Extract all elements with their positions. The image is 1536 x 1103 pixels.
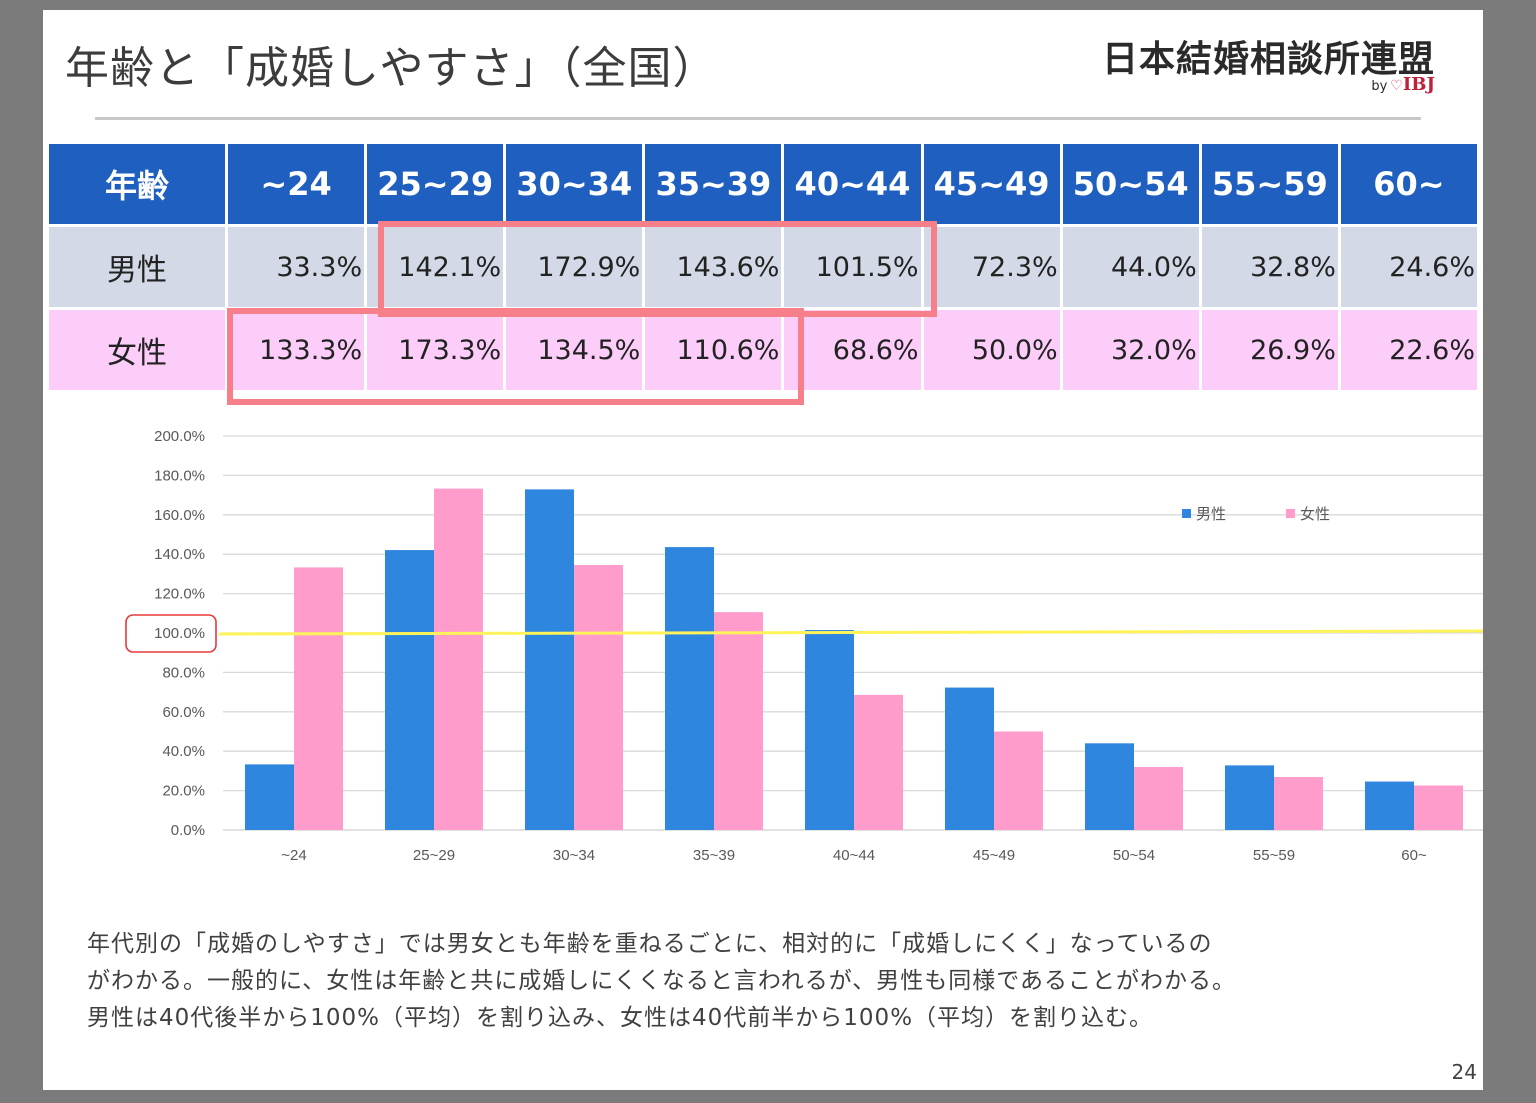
y-tick-label: 180.0% bbox=[154, 467, 205, 484]
logo-text: 日本結婚相談所連盟 bbox=[1101, 39, 1435, 80]
table-cell: 26.9% bbox=[1198, 307, 1341, 393]
table-header-cell: 45~49 bbox=[920, 141, 1063, 227]
stats-table: 年齢 ~24 25~29 30~34 35~39 40~44 45~49 50~… bbox=[46, 141, 1481, 393]
bar bbox=[994, 731, 1043, 830]
bar bbox=[854, 694, 903, 830]
y-tick-label: 160.0% bbox=[154, 507, 205, 524]
bar bbox=[714, 612, 763, 830]
logo-sub: by ♡IBJ bbox=[1371, 74, 1435, 95]
bar bbox=[805, 630, 854, 830]
row-label-female: 女性 bbox=[46, 307, 228, 393]
heart-icon: ♡ bbox=[1390, 78, 1403, 94]
table-header-cell: 60~ bbox=[1337, 141, 1481, 227]
table-cell: 143.6% bbox=[642, 224, 785, 310]
x-tick-label: 25~29 bbox=[413, 847, 455, 864]
page-number: 24 bbox=[1451, 1060, 1477, 1084]
table-header-cell: 35~39 bbox=[642, 141, 785, 227]
y-tick-label: 40.0% bbox=[162, 743, 205, 760]
table-cell: 173.3% bbox=[364, 307, 507, 393]
y-tick-label: 20.0% bbox=[162, 783, 205, 800]
row-label-male: 男性 bbox=[46, 224, 228, 310]
table-cell: 134.5% bbox=[503, 307, 646, 393]
bar bbox=[294, 567, 343, 830]
legend-label: 男性 bbox=[1196, 505, 1226, 523]
bar bbox=[945, 687, 994, 830]
table-cell: 172.9% bbox=[503, 224, 646, 310]
bar bbox=[574, 565, 623, 830]
bar bbox=[245, 764, 294, 830]
slide: 年齢と「成婚しやすさ」（全国） 日本結婚相談所連盟 by ♡IBJ 年齢 ~24 … bbox=[43, 10, 1483, 1090]
table-header-cell: 25~29 bbox=[364, 141, 507, 227]
bar-chart: 0.0% 20.0% 40.0% 60.0% 80.0% 100.0% 120.0% 140.… bbox=[125, 428, 1483, 864]
table-cell: 33.3% bbox=[224, 224, 368, 310]
table-cell: 133.3% bbox=[224, 307, 368, 393]
reference-line bbox=[218, 629, 1483, 636]
table-cell: 101.5% bbox=[781, 224, 924, 310]
highlight-tick-box bbox=[125, 614, 217, 653]
bar bbox=[665, 547, 714, 830]
x-tick-label: 40~44 bbox=[833, 847, 875, 864]
legend-label: 女性 bbox=[1300, 505, 1330, 523]
x-tick-label: ~24 bbox=[281, 847, 306, 864]
table-cell: 50.0% bbox=[920, 307, 1063, 393]
table-cell: 24.6% bbox=[1337, 224, 1481, 310]
table-header-cell: 30~34 bbox=[503, 141, 646, 227]
table-row-female: 女性 133.3% 173.3% 134.5% 110.6% 68.6% 50.… bbox=[46, 307, 1481, 393]
bar bbox=[525, 489, 574, 830]
legend-swatch bbox=[1182, 509, 1191, 518]
x-tick-label: 45~49 bbox=[973, 847, 1015, 864]
table-header-cell: ~24 bbox=[224, 141, 368, 227]
x-tick-label: 30~34 bbox=[553, 847, 595, 864]
table-header-cell: 55~59 bbox=[1198, 141, 1341, 227]
y-tick-label: 140.0% bbox=[154, 546, 205, 563]
bar bbox=[1225, 765, 1274, 830]
table-cell: 32.8% bbox=[1198, 224, 1341, 310]
bar bbox=[1274, 777, 1323, 830]
y-tick-label: 100.0% bbox=[154, 625, 205, 642]
highlight-box-male bbox=[378, 221, 937, 317]
table-cell: 22.6% bbox=[1337, 307, 1481, 393]
x-tick-label: 50~54 bbox=[1113, 847, 1155, 864]
bar bbox=[1365, 781, 1414, 830]
table-cell: 44.0% bbox=[1059, 224, 1202, 310]
description: 年代別の「成婚のしやすさ」では男女とも年齢を重ねるごとに、相対的に「成婚しにくく… bbox=[87, 926, 1447, 1037]
y-tick-label: 120.0% bbox=[154, 586, 205, 603]
y-tick-label: 60.0% bbox=[162, 704, 205, 721]
table-cell: 32.0% bbox=[1059, 307, 1202, 393]
logo-brand: IBJ bbox=[1402, 74, 1435, 95]
title-divider bbox=[95, 117, 1421, 120]
table-cell: 142.1% bbox=[364, 224, 507, 310]
table-header-label: 年齢 bbox=[46, 141, 228, 227]
y-tick-label: 200.0% bbox=[154, 428, 205, 445]
x-tick-label: 55~59 bbox=[1253, 847, 1295, 864]
bar bbox=[1134, 766, 1183, 830]
table-header-cell: 40~44 bbox=[781, 141, 924, 227]
table-cell: 72.3% bbox=[920, 224, 1063, 310]
highlight-box-female bbox=[227, 308, 804, 405]
bar bbox=[434, 488, 483, 830]
legend-swatch bbox=[1286, 509, 1295, 518]
x-tick-label: 35~39 bbox=[693, 847, 735, 864]
page-title: 年齢と「成婚しやすさ」（全国） bbox=[65, 43, 718, 94]
y-tick-label: 0.0% bbox=[171, 822, 205, 839]
logo-by: by bbox=[1371, 79, 1388, 94]
bar bbox=[385, 550, 434, 830]
table-header-row: 年齢 ~24 25~29 30~34 35~39 40~44 45~49 50~… bbox=[46, 141, 1481, 227]
table-header-cell: 50~54 bbox=[1059, 141, 1202, 227]
y-tick-label: 80.0% bbox=[162, 664, 205, 681]
description-line: 年代別の「成婚のしやすさ」では男女とも年齢を重ねるごとに、相対的に「成婚しにくく… bbox=[87, 931, 1213, 957]
description-line: 男性は40代後半から100%（平均）を割り込み、女性は40代前半から100%（平… bbox=[87, 1005, 1154, 1031]
table-cell: 110.6% bbox=[642, 307, 785, 393]
x-tick-label: 60~ bbox=[1401, 847, 1427, 864]
bar bbox=[1414, 785, 1463, 830]
table-cell: 68.6% bbox=[781, 307, 924, 393]
description-line: がわかる。一般的に、女性は年齢と共に成婚しにくくなると言われるが、男性も同様であ… bbox=[87, 968, 1237, 994]
bar bbox=[1085, 743, 1134, 830]
table-row-male: 男性 33.3% 142.1% 172.9% 143.6% 101.5% 72.… bbox=[46, 224, 1481, 310]
